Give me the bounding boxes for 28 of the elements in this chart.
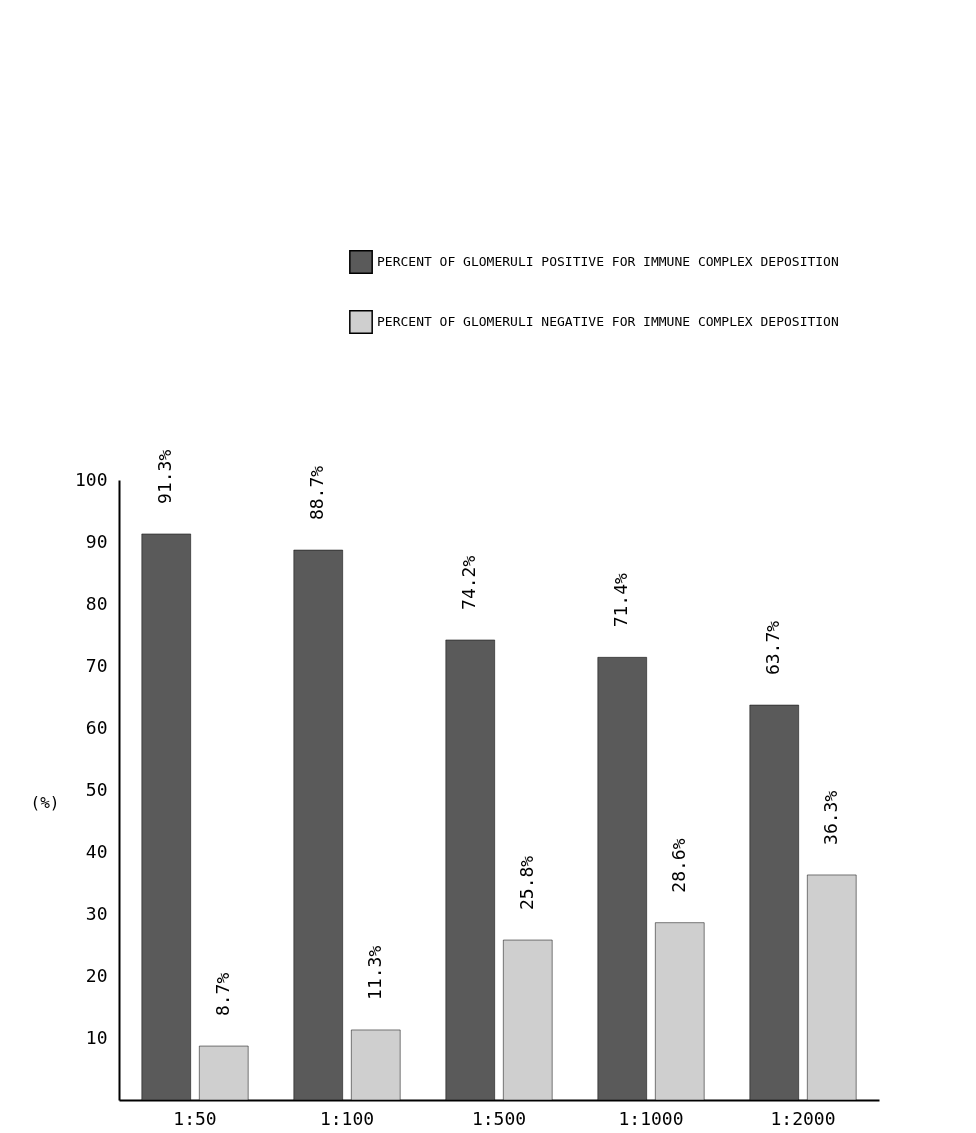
- data-label: 74.2%: [458, 555, 480, 610]
- y-tick-label: 100: [74, 468, 108, 490]
- x-tick-label: 1:50: [173, 1107, 217, 1129]
- data-label: 25.8%: [515, 855, 537, 911]
- data-label: 91.3%: [154, 449, 176, 504]
- data-label: 28.6%: [667, 838, 689, 893]
- legend-label: PERCENT OF GLOMERULI NEGATIVE FOR IMMUNE COMPLEX DEPOSITION: [377, 314, 839, 329]
- y-tick-label: 30: [85, 902, 108, 924]
- x-tick-label: 1:100: [319, 1107, 375, 1129]
- legend-label: PERCENT OF GLOMERULI POSITIVE FOR IMMUNE COMPLEX DEPOSITION: [377, 254, 839, 269]
- y-tick-label: 20: [85, 964, 108, 986]
- data-label: 71.4%: [610, 572, 632, 628]
- y-tick-label: 40: [85, 840, 108, 862]
- y-tick-label: 60: [85, 716, 108, 738]
- data-label: 11.3%: [363, 945, 385, 1000]
- data-label: 8.7%: [211, 972, 233, 1017]
- y-axis-title: (%): [30, 792, 60, 812]
- y-tick-label: 90: [85, 530, 108, 552]
- y-tick-label: 50: [85, 778, 108, 800]
- y-tick-label: 70: [85, 654, 108, 676]
- x-tick-label: 1:2000: [770, 1107, 836, 1129]
- data-label: 88.7%: [306, 465, 328, 521]
- y-tick-label: 10: [85, 1026, 108, 1048]
- x-tick-label: 1:1000: [618, 1107, 684, 1129]
- data-label: 36.3%: [819, 790, 841, 845]
- x-tick-label: 1:500: [471, 1107, 527, 1129]
- data-label: 63.7%: [762, 620, 784, 676]
- y-tick-label: 80: [85, 592, 108, 614]
